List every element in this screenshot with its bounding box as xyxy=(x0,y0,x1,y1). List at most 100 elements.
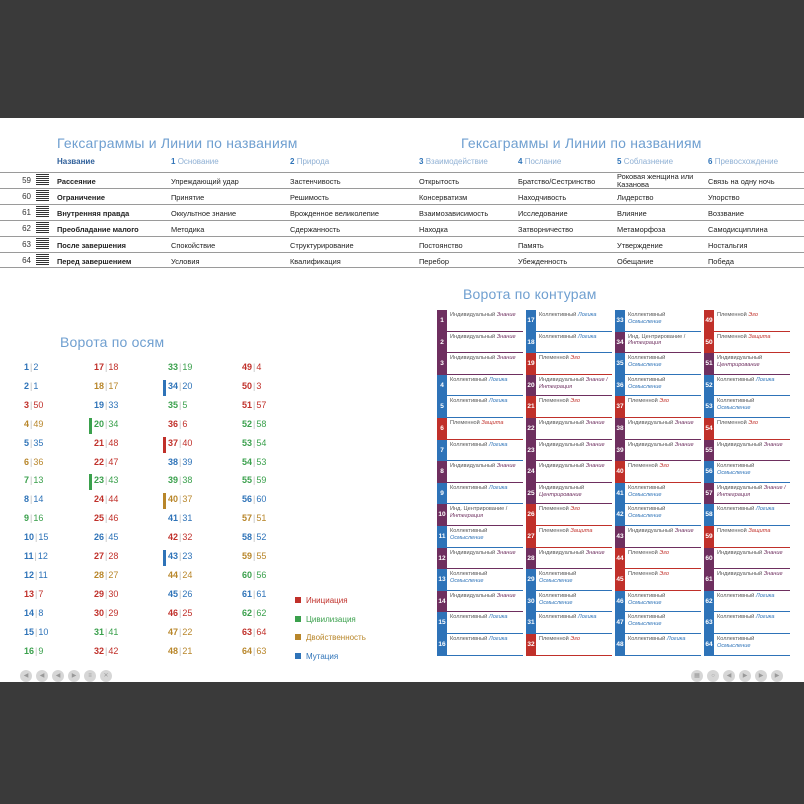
circuit-sub: Защита xyxy=(748,528,771,534)
axis-gate: 42 xyxy=(168,532,179,543)
gate-number: 55 xyxy=(704,439,714,462)
axis-partner: 18 xyxy=(108,362,119,372)
axis-pair: 61|61 xyxy=(242,588,267,599)
zoom-icon[interactable]: ○ xyxy=(707,670,719,682)
circuit-text: Индивидуальный Знание xyxy=(450,463,522,470)
grid-icon[interactable]: ▦ xyxy=(691,670,703,682)
axis-partner: 33 xyxy=(108,399,119,410)
circuit-cell: 25 Индивидуальный Центрирование xyxy=(526,482,612,505)
circuit-sub: Эго xyxy=(570,506,581,513)
circuit-text: Племенной Эго xyxy=(539,398,611,405)
circuit-group: Коллективный xyxy=(628,484,666,491)
first-page-icon[interactable]: ◀ xyxy=(20,670,32,682)
circuit-sub: Логика xyxy=(488,441,508,448)
axis-pair: 27|28 xyxy=(94,551,119,561)
circuit-group: Инд. Центрирование / xyxy=(450,506,508,513)
circuit-sub: Логика xyxy=(488,636,508,642)
circuit-cell: 38 Индивидуальный Знание xyxy=(615,418,701,440)
circuit-text: Индивидуальный Знание / Интеграция xyxy=(539,377,611,391)
circuit-cell: 8 Индивидуальный Знание xyxy=(437,461,523,483)
circuit-sub: Защита xyxy=(570,528,593,534)
axis-partner: 43 xyxy=(108,475,119,486)
circuit-group: Индивидуальный xyxy=(717,571,763,578)
axis-pair: 30|29 xyxy=(94,607,119,618)
circuit-cell: 51 Индивидуальный Центрирование xyxy=(704,353,790,375)
circuit-text: Коллективный Осмысление xyxy=(450,528,522,542)
circuit-sub: Знание xyxy=(496,463,516,470)
play-icon[interactable]: ▶ xyxy=(739,670,751,682)
circuit-sub: Логика xyxy=(755,506,775,513)
circuit-cell: 9 Коллективный Логика xyxy=(437,482,523,505)
close-icon[interactable]: ✕ xyxy=(100,670,112,682)
axis-pair: 64|63 xyxy=(242,645,267,656)
axis-partner: 25 xyxy=(182,607,193,618)
hexagram-number: 60 xyxy=(22,192,31,201)
circuit-sub: Эго xyxy=(570,398,581,405)
circuit-sub: Логика xyxy=(488,376,508,383)
gate-number: 8 xyxy=(437,461,447,483)
axis-gate: 31 xyxy=(94,626,105,637)
legend-item: Мутация xyxy=(295,652,338,661)
circuit-group: Индивидуальный xyxy=(539,420,585,426)
axis-pair: 18|17 xyxy=(94,380,119,391)
prev-page-icon[interactable]: ◀ xyxy=(52,670,64,682)
gate-number: 51 xyxy=(704,353,714,375)
circuit-cell: 13 Коллективный Осмысление xyxy=(437,569,523,591)
line-c3: Консерватизм xyxy=(419,193,468,202)
last-page-icon[interactable]: ▶ xyxy=(771,670,783,682)
line-c1: Принятие xyxy=(171,193,205,202)
circuit-sub: Логика xyxy=(577,312,597,318)
circuit-text: Коллективный Осмысление xyxy=(628,614,700,628)
circuit-cell: 24 Индивидуальный Знание xyxy=(526,461,612,483)
circuit-sub: Знание xyxy=(763,549,783,556)
gate-number: 21 xyxy=(526,396,536,418)
axis-partner: 44 xyxy=(108,494,119,505)
axis-gate: 61 xyxy=(242,588,253,599)
gate-number: 17 xyxy=(526,310,536,332)
prev-section-icon[interactable]: ◀ xyxy=(36,670,48,682)
circuit-group: Индивидуальный xyxy=(628,528,674,534)
circuit-cell: 62 Коллективный Логика xyxy=(704,590,790,613)
circuit-text: Коллективный Логика xyxy=(450,614,522,621)
hexagram-icon xyxy=(36,174,49,188)
hexagram-name: Ограничение xyxy=(57,193,105,202)
axis-pair: 26|45 xyxy=(94,532,119,543)
next-section-icon[interactable]: ▶ xyxy=(755,670,767,682)
circuit-text: Коллективный Логика xyxy=(539,334,611,341)
axis-partner: 30 xyxy=(108,588,119,599)
line-c6: Ностальгия xyxy=(708,241,748,250)
circuit-group: Индивидуальный xyxy=(539,549,585,556)
axis-gate: 8 xyxy=(24,494,30,505)
circuit-group: Коллективный xyxy=(717,376,755,383)
circuit-text: Индивидуальный Знание xyxy=(450,550,522,557)
circuit-cell: 28 Индивидуальный Знание xyxy=(526,547,612,570)
next-page-icon[interactable]: ▶ xyxy=(68,670,80,682)
circuit-cell: 19 Племенной Эго xyxy=(526,353,612,375)
gate-number: 11 xyxy=(437,526,447,548)
gate-number: 59 xyxy=(704,526,714,548)
circuit-text: Племенной Эго xyxy=(539,636,611,643)
axis-gate: 30 xyxy=(94,607,105,618)
circuit-cell: 52 Коллективный Логика xyxy=(704,374,790,397)
hexagram-row: 61 Внутренняя правда Оккультное знание Врож… xyxy=(0,204,804,220)
axis-gate: 16 xyxy=(24,645,35,656)
circuit-cell: 56 Коллективный Осмысление xyxy=(704,461,790,483)
axis-partner: 50 xyxy=(33,399,44,410)
axis-gate: 3 xyxy=(24,399,30,410)
axis-gate: 5 xyxy=(24,437,30,448)
circuit-text: Коллективный Осмысление xyxy=(628,506,700,520)
circuit-text: Коллективный Осмысление xyxy=(450,571,522,585)
axis-pair: 43|23 xyxy=(163,550,192,567)
line-c3: Постоянство xyxy=(419,241,463,250)
axis-gate: 23 xyxy=(94,475,105,486)
axis-pair: 21|48 xyxy=(94,437,119,448)
prev-page-icon-right[interactable]: ◀ xyxy=(723,670,735,682)
hexagram-row: 64 Перед завершением Условия Квалификация Пе… xyxy=(0,252,804,268)
menu-icon[interactable]: ≡ xyxy=(84,670,96,682)
axis-partner: 40 xyxy=(182,437,193,448)
line-c4: Затворничество xyxy=(518,225,574,234)
gate-number: 54 xyxy=(704,418,714,440)
gate-number: 7 xyxy=(437,439,447,462)
axis-gate: 52 xyxy=(242,418,253,429)
axis-gate: 51 xyxy=(242,399,253,410)
